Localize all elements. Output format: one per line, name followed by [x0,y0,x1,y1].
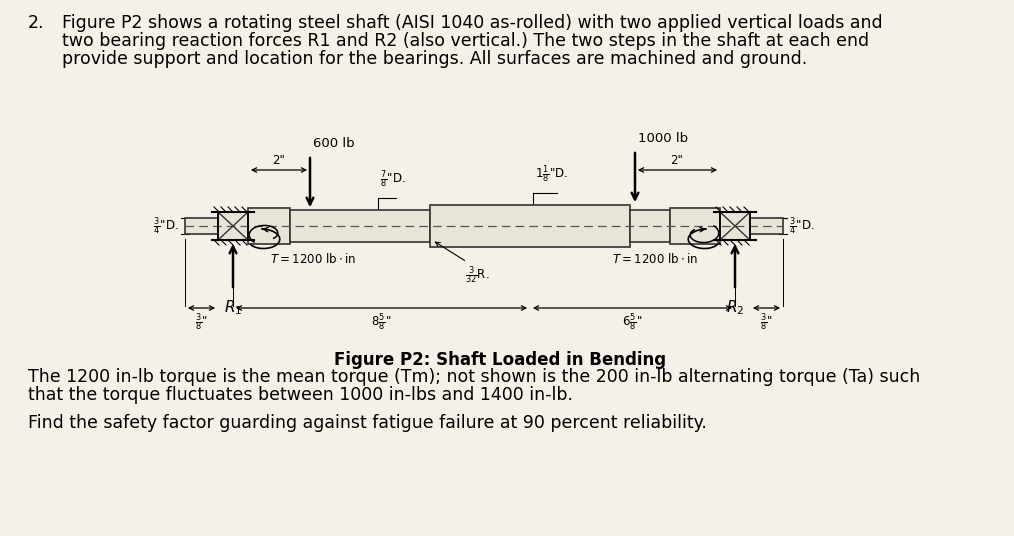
Bar [290,210,430,242]
Text: that the torque fluctuates between 1000 in-lbs and 1400 in-lb.: that the torque fluctuates between 1000 … [28,386,573,404]
Text: provide support and location for the bearings. All surfaces are machined and gro: provide support and location for the bea… [62,50,807,68]
Text: two bearing reaction forces R1 and R2 (also vertical.) The two steps in the shaf: two bearing reaction forces R1 and R2 (a… [62,32,869,50]
Text: 1000 lb: 1000 lb [638,132,689,145]
Text: 2": 2" [273,154,285,167]
Text: $R_2$: $R_2$ [726,298,744,317]
Bar [670,208,720,244]
Text: $T = 1200\ \mathrm{lb \cdot in}$: $T = 1200\ \mathrm{lb \cdot in}$ [611,252,698,266]
Bar [430,205,630,247]
Text: Figure P2: Shaft Loaded in Bending: Figure P2: Shaft Loaded in Bending [334,351,666,369]
Text: The 1200 in-lb torque is the mean torque (Tm); not shown is the 200 in-lb altern: The 1200 in-lb torque is the mean torque… [28,368,921,386]
Text: $6\frac{5}{8}$": $6\frac{5}{8}$" [622,311,642,333]
Text: 2": 2" [670,154,683,167]
Text: $\frac{3}{4}$"D.: $\frac{3}{4}$"D. [789,215,814,237]
Text: $\frac{3}{8}$": $\frac{3}{8}$" [759,311,773,333]
Text: $1\frac{1}{8}$"D.: $1\frac{1}{8}$"D. [535,163,568,185]
Text: 600 lb: 600 lb [313,137,355,150]
Text: $\frac{7}{8}$"D.: $\frac{7}{8}$"D. [380,168,406,190]
Bar [218,212,248,240]
Text: $R_1$: $R_1$ [224,298,242,317]
Bar [185,218,218,234]
Text: $8\frac{5}{8}$": $8\frac{5}{8}$" [371,311,391,333]
Text: $\frac{3}{8}$": $\frac{3}{8}$" [195,311,208,333]
Text: 2.: 2. [28,14,45,32]
Text: $T = 1200\ \mathrm{lb \cdot in}$: $T = 1200\ \mathrm{lb \cdot in}$ [270,252,356,266]
Text: Figure P2 shows a rotating steel shaft (AISI 1040 as-rolled) with two applied ve: Figure P2 shows a rotating steel shaft (… [62,14,882,32]
Text: $\frac{3}{4}$"D.: $\frac{3}{4}$"D. [153,215,179,237]
Bar [720,212,750,240]
Bar [248,208,290,244]
Bar [750,218,783,234]
Text: $\frac{3}{32}$R.: $\frac{3}{32}$R. [465,264,490,286]
Text: Find the safety factor guarding against fatigue failure at 90 percent reliabilit: Find the safety factor guarding against … [28,414,707,432]
Bar [630,210,670,242]
